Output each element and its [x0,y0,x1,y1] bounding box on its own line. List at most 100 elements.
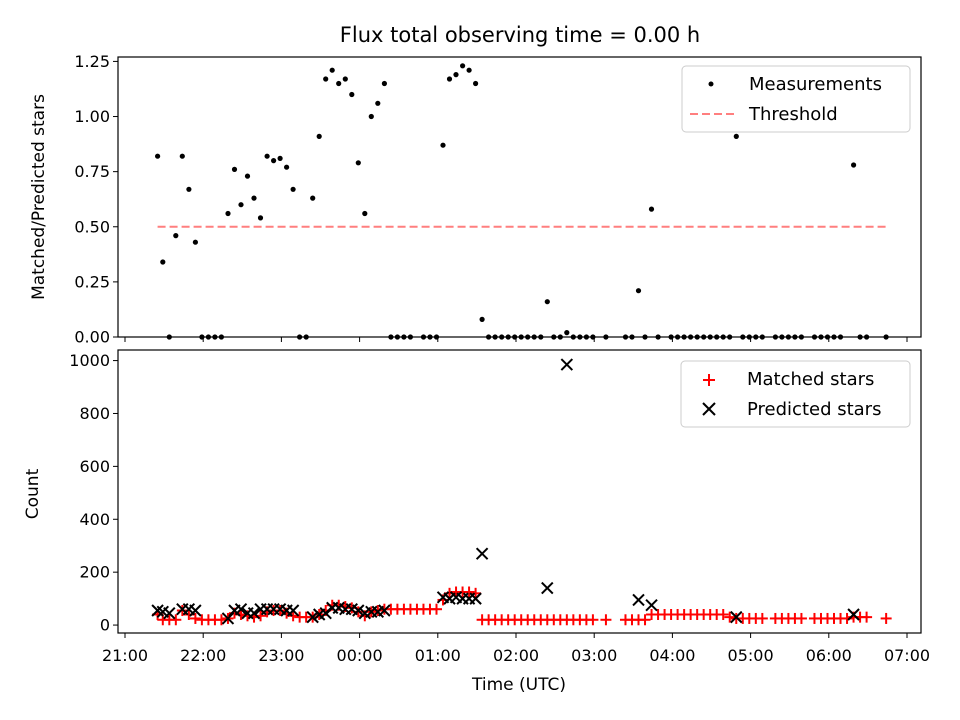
measurement-point-21 [290,186,296,192]
measurement-point-49 [479,316,485,322]
matched-point-85 [724,611,736,623]
predicted-point-b [306,610,319,624]
measurement-point-13 [238,202,244,208]
measurement-point-4 [179,153,185,159]
predicted-point-b [345,602,358,616]
predicted-point-24 [352,604,365,617]
measurement-point-1 [160,259,166,265]
predicted-point-b [449,591,463,604]
measurement-point-33 [368,113,374,120]
bottom-x-tick-label-8: 05:00 [728,646,774,665]
measurement-point-3 [173,233,179,239]
predicted-point-b [436,591,450,604]
measurement-point-43 [440,142,446,148]
bottom-y-tick-label-0: 0 [100,616,110,635]
measurement-point-11 [225,210,231,217]
count-panel: Count Time (UTC) 0 200 400 600 800 1000 21:00 2… [23,349,930,695]
bottom-x-tick-label-5: 02:00 [493,646,539,665]
measurement-point-44 [446,76,453,82]
top-y-tick-label-0: 0.00 [74,328,110,347]
predicted-legend-label: Predicted stars [747,399,881,420]
matched-point-67 [587,614,599,626]
predicted-point-38 [632,593,645,607]
predicted-point-34 [469,592,482,605]
bottom-x-tick-label-6: 03:00 [571,646,617,665]
top-y-tick-label-3: 0.75 [74,162,110,181]
top-y-tick-label-1: 0.25 [74,272,110,291]
measurement-point-47 [466,67,472,73]
bottom-x-axis-label: Time (UTC) [471,675,566,695]
top-legend-box [681,65,911,133]
predicted-point-b [156,605,170,619]
measurement-point-62 [564,330,570,336]
bottom-x-tick-label-7: 04:00 [649,646,695,665]
matched-legend-label: Matched stars [747,369,874,390]
matched-point-10 [215,614,227,626]
threshold-legend-label: Threshold [748,104,838,125]
bottom-x-tick-label-3: 00:00 [337,646,383,665]
predicted-point-35 [475,547,489,560]
measurement-point-48 [473,80,479,87]
measurement-point-25 [316,133,322,139]
bottom-legend-box [680,360,911,428]
top-y-tick-label-2: 0.50 [74,217,110,236]
predicted-point-10 [247,606,261,620]
predicted-point-b [234,602,248,616]
predicted-point-b [189,604,202,617]
predicted-point-b [221,612,235,625]
measurement-point-35 [381,80,387,87]
measurement-point-59 [544,299,550,305]
matched-point-72 [639,614,651,626]
bottom-y-tick-label-2: 400 [79,510,110,529]
predicted-point-b [182,602,196,616]
bottom-y-tick-label-4: 800 [79,404,110,423]
bottom-x-tick-label-2: 23:00 [258,646,304,665]
predicted-point-39 [645,599,658,612]
measurement-point-14 [244,173,251,179]
predicted-point-b [541,581,554,595]
predicted-point-41 [847,608,860,621]
matched-point-6 [189,612,201,624]
bottom-y-tick-label-3: 600 [79,457,110,476]
bottom-y-tick-label-1: 200 [79,563,110,582]
matched-point-48 [463,586,475,598]
predicted-point-6 [221,612,235,625]
matched-point-84 [717,608,729,620]
predicted-point-b [151,604,164,617]
measurement-point-19 [277,155,283,161]
top-y-axis-label: Matched/Predicted stars [29,94,49,300]
matched-point-105 [880,612,892,624]
measurement-point-5 [186,186,192,192]
measurement-point-26 [323,76,329,82]
bottom-legend: Matched stars Predicted stars [680,360,911,428]
predicted-point-b [378,604,391,617]
predicted-point-b [475,547,489,560]
measurement-point-12 [231,166,238,172]
bottom-x-tick-label-9: 06:00 [806,646,852,665]
measurement-point-72 [648,206,655,212]
predicted-point-b [645,599,658,612]
predicted-point-37 [560,358,574,371]
predicted-point-b [352,604,365,617]
matched-point-104 [861,611,873,623]
predicted-point-b [247,606,261,620]
top-y-tick-label-4: 1.00 [74,107,110,126]
measurement-point-17 [264,153,270,159]
predicted-point-b [163,606,176,620]
measurement-point-34 [375,100,381,106]
measurement-point-70 [635,288,642,294]
ratio-panel: Flux total observing time = 0.00 h Match… [29,23,922,347]
bottom-y-tick-label-5: 1000 [69,351,110,370]
matched-point-68 [600,614,612,626]
measurement-point-29 [342,76,348,82]
predicted-point-36 [541,581,554,595]
measurement-point-99 [851,162,857,168]
measurement-point-15 [251,195,257,201]
measurement-point-28 [336,80,342,87]
chart-title: Flux total observing time = 0.00 h [340,23,700,47]
matched-point-43 [430,603,442,615]
measurements-legend-marker [708,81,714,87]
matched-point-3 [170,614,182,626]
matched-point-21 [287,610,299,622]
